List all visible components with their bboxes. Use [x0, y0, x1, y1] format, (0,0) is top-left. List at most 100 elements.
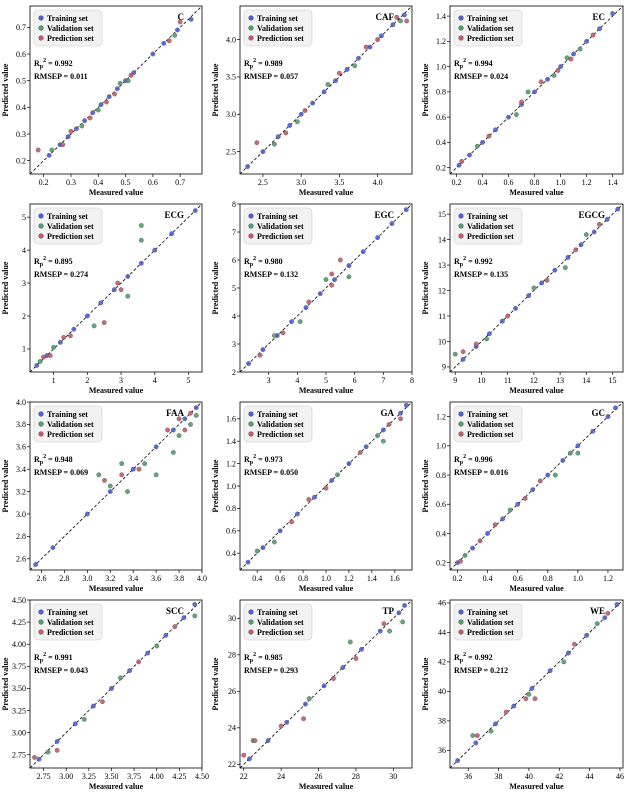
x-tick-label: 9 — [453, 376, 457, 385]
legend-label-training: Training set — [47, 410, 88, 419]
point-prediction — [87, 115, 93, 121]
x-tick-label: 0.7 — [175, 178, 185, 187]
point-training — [456, 162, 462, 168]
point-training — [486, 331, 492, 337]
point-prediction — [306, 299, 312, 305]
point-training — [604, 216, 610, 222]
legend-marker-validation — [248, 619, 254, 625]
point-training — [578, 242, 584, 248]
point-training — [539, 280, 545, 286]
point-prediction — [177, 19, 183, 25]
legend-box — [243, 9, 313, 47]
x-tick-label: 3.0 — [82, 574, 92, 583]
y-tick-label: 46 — [438, 599, 446, 608]
point-prediction — [353, 656, 359, 661]
legend-label-validation: Validation set — [467, 24, 514, 33]
point-prediction — [101, 320, 107, 325]
point-prediction — [572, 641, 577, 647]
legend-marker-training — [38, 609, 44, 615]
legend-label-validation: Validation set — [257, 420, 304, 429]
point-training — [50, 545, 56, 550]
legend-box — [33, 405, 103, 443]
x-tick-label: 3.4 — [128, 574, 138, 583]
x-tick-label: 1.6 — [390, 574, 400, 583]
point-training — [193, 405, 199, 410]
point-training — [545, 76, 550, 82]
point-training — [317, 291, 323, 296]
point-training — [455, 758, 460, 763]
point-prediction — [375, 37, 380, 42]
point-prediction — [102, 478, 107, 483]
point-training — [571, 51, 576, 57]
y-tick-label: 4 — [22, 246, 26, 255]
legend-label-training: Training set — [467, 14, 508, 23]
point-training — [613, 405, 618, 411]
point-validation — [117, 80, 123, 86]
chart-panel-c: 0.2 0.3 0.4 0.5 0.6 0.7 0.2 0.3 0.4 0.5 0.6 0.7 Meas… — [0, 0, 210, 198]
point-training — [130, 466, 136, 472]
y-tick-label: 4.25 — [12, 618, 26, 627]
y-tick-label: 0.2 — [436, 558, 446, 567]
r2-stat: Rp2 = 0.985 — [244, 652, 283, 664]
point-training — [566, 650, 571, 656]
rmsep-stat: RMSEP = 0.011 — [34, 72, 88, 81]
point-validation — [138, 223, 144, 228]
chart-panel-ec: 0.2 0.4 0.6 0.8 1.0 1.2 1.4 0.2 0.4 0.6 0.8 1.0 1.2 1… — [420, 0, 631, 198]
point-training — [493, 127, 498, 133]
point-prediction — [68, 333, 73, 339]
y-tick-label: 1.2 — [226, 459, 236, 468]
legend-marker-prediction — [248, 35, 254, 41]
chart-svg: 2.6 2.8 3.0 3.2 3.4 3.6 3.8 4.0 2.6 2.8 3.0 3.2 3.4 3… — [1, 398, 207, 593]
point-validation — [575, 450, 581, 456]
y-tick-label: 1.0 — [436, 442, 446, 451]
point-prediction — [605, 610, 611, 616]
legend-marker-prediction — [248, 629, 254, 635]
point-training — [245, 559, 251, 565]
legend-marker-validation — [458, 25, 464, 31]
point-training — [558, 64, 563, 69]
point-prediction — [54, 747, 60, 753]
x-tick-label: 14 — [582, 376, 590, 385]
rmsep-stat: RMSEP = 0.069 — [34, 468, 88, 477]
point-prediction — [182, 427, 188, 433]
rmsep-stat: RMSEP = 0.043 — [34, 666, 88, 675]
point-prediction — [522, 496, 528, 501]
point-training — [605, 414, 611, 419]
x-tick-label: 0.6 — [275, 574, 285, 583]
legend-marker-training — [38, 213, 44, 219]
point-validation — [462, 553, 468, 558]
point-training — [115, 86, 120, 92]
legend-marker-validation — [248, 421, 254, 427]
legend-box — [453, 9, 523, 47]
chart-svg: 0.4 0.6 0.8 1.0 1.2 1.4 1.6 0.4 0.6 0.8 1.0 1.2 1.4 1… — [211, 401, 413, 593]
x-tick-label: 0.2 — [39, 178, 49, 187]
point-training — [36, 756, 42, 762]
y-axis-label: Predicted value — [421, 657, 430, 710]
chart-svg: 2.75 3.00 3.25 3.50 3.75 4.00 4.25 4.50 2.75 3.00… — [1, 596, 209, 791]
x-tick-label: 3.2 — [105, 574, 115, 583]
legend-marker-validation — [458, 421, 464, 427]
point-validation — [45, 749, 51, 755]
y-tick-label: 26 — [228, 687, 236, 696]
x-axis-label: Measured value — [509, 188, 564, 197]
y-tick-label: 2.8 — [16, 532, 26, 541]
point-validation — [525, 89, 531, 95]
point-prediction — [241, 752, 247, 758]
point-training — [344, 67, 350, 72]
point-validation — [380, 438, 386, 444]
legend-label-prediction: Prediction set — [47, 232, 94, 241]
point-validation — [297, 319, 303, 324]
legend-label-validation: Validation set — [47, 222, 94, 231]
y-tick-label: 42 — [438, 658, 446, 667]
x-tick-label: 0.8 — [298, 574, 308, 583]
fit-line — [240, 6, 412, 174]
plot-area — [30, 402, 202, 570]
point-training — [584, 39, 589, 44]
legend-box — [243, 603, 313, 641]
legend-label-prediction: Prediction set — [47, 34, 94, 43]
y-tick-label: 1.2 — [436, 412, 446, 421]
x-axis-label: Measured value — [89, 782, 144, 791]
x-tick-label: 30 — [389, 772, 397, 781]
r2-stat: Rp2 = 0.973 — [244, 454, 283, 466]
legend-box — [33, 207, 103, 245]
